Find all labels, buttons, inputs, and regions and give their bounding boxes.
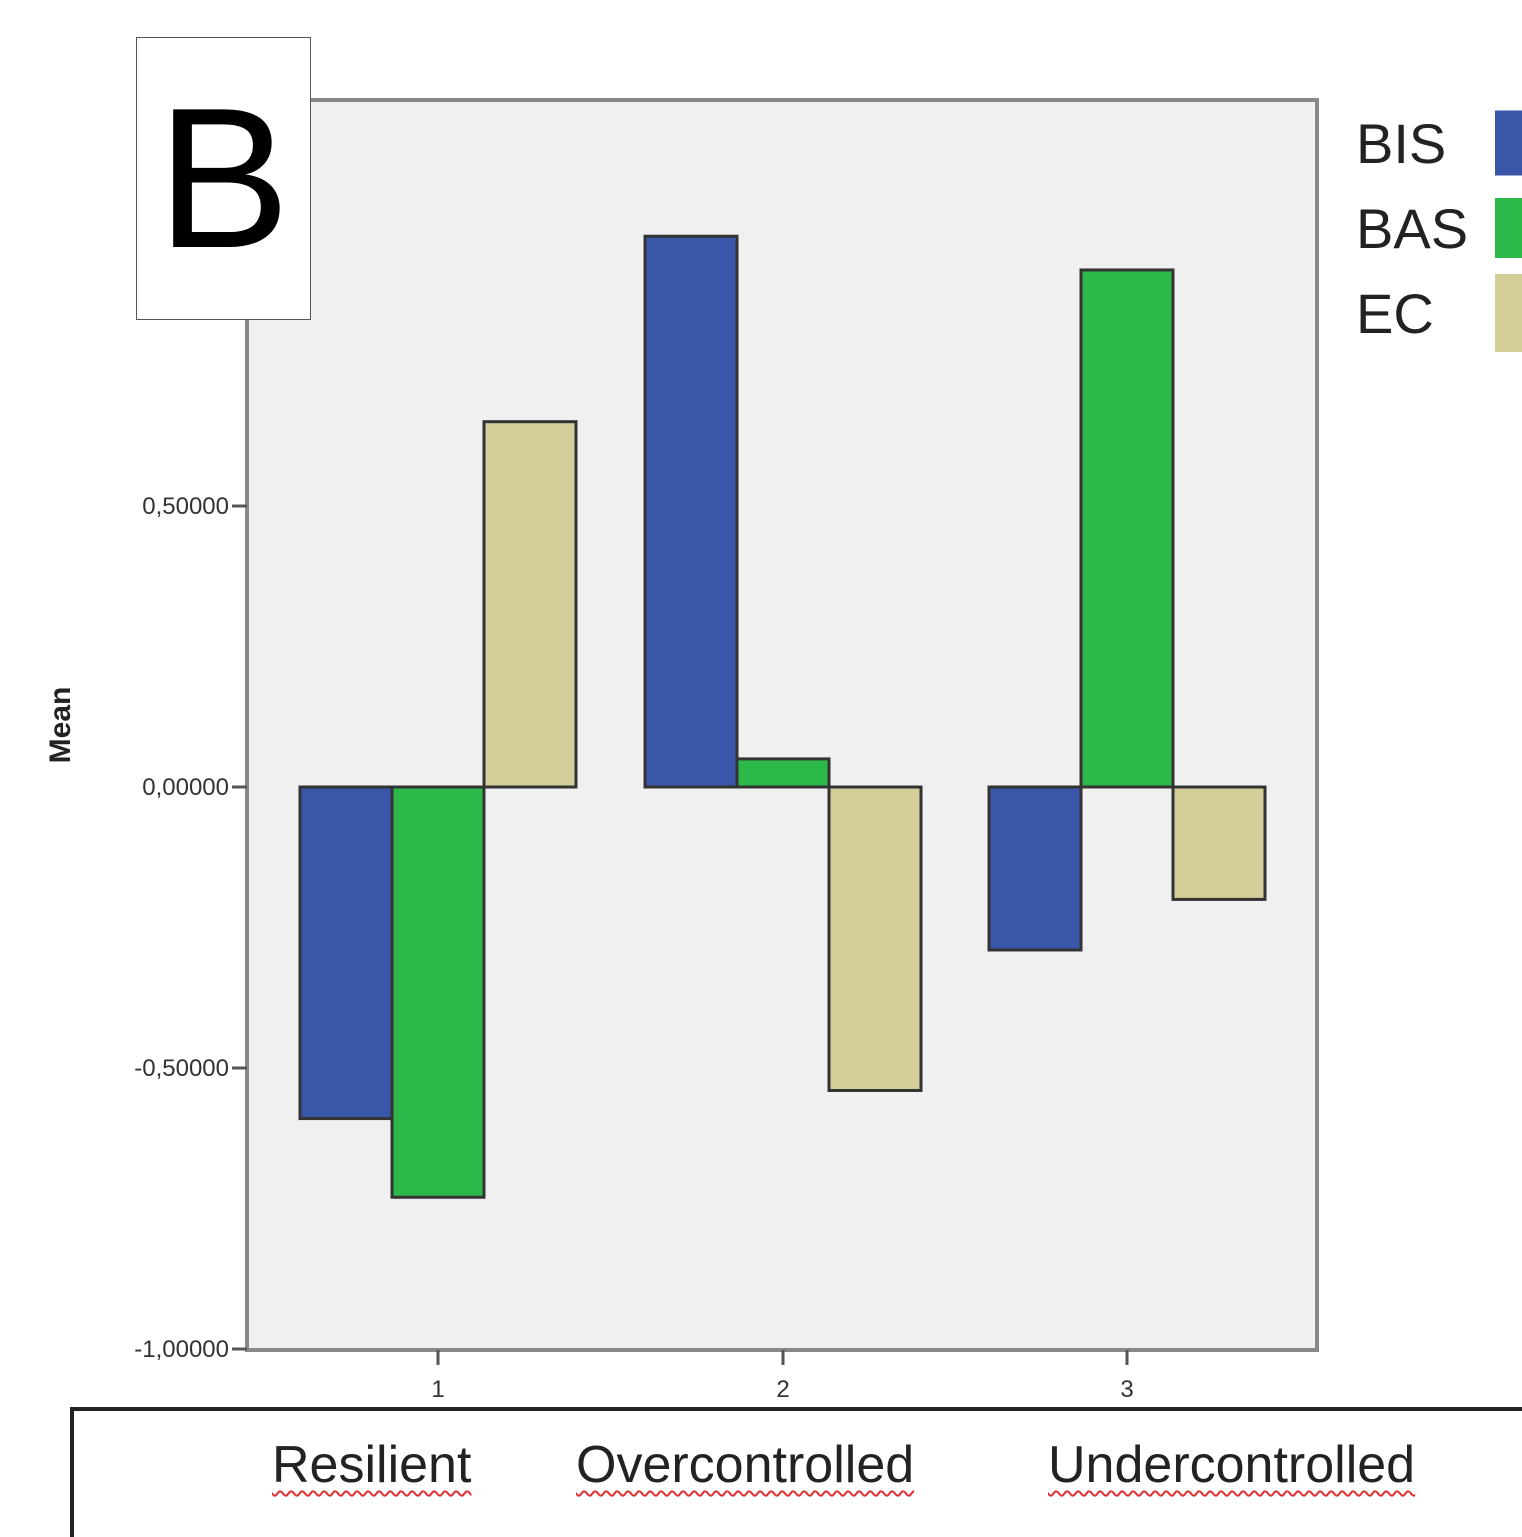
group-name-undercontrolled: Undercontrolled (1048, 1436, 1416, 1494)
y-tick-label: -1,00000 (134, 1336, 229, 1363)
x-tick-label: 3 (1120, 1376, 1133, 1403)
legend-label-bas: BAS (1356, 197, 1468, 260)
bar-ec-2 (827, 785, 923, 1092)
bar-bis-1 (298, 785, 394, 1121)
legend-label-ec: EC (1356, 282, 1434, 345)
bar-bas-3 (1079, 268, 1175, 789)
legend-swatch-ec (1495, 274, 1522, 352)
bar-ec-3 (1171, 785, 1267, 901)
legend-swatch-bas (1495, 198, 1522, 258)
bar-bis-3 (987, 785, 1083, 952)
bar-bas-2 (735, 757, 831, 789)
legend-swatch-bis (1495, 110, 1522, 176)
x-tick-label: 1 (431, 1376, 444, 1403)
legend: BIS BAS EC (1356, 110, 1522, 352)
y-tick-label: 0,50000 (142, 493, 229, 520)
group-names-box (70, 1407, 1522, 1537)
y-tick-label: -0,50000 (134, 1055, 229, 1082)
bar-ec-1 (482, 420, 578, 789)
bars-layer (298, 234, 1267, 1199)
x-tick-label: 2 (776, 1376, 789, 1403)
bar-bas-1 (390, 785, 486, 1199)
x-axis: 1 2 3 (431, 1350, 1134, 1403)
legend-label-bis: BIS (1356, 112, 1446, 175)
bar-bis-2 (643, 234, 739, 789)
y-tick-label: 0,00000 (142, 774, 229, 801)
group-name-resilient: Resilient (272, 1436, 472, 1494)
group-name-overcontrolled: Overcontrolled (576, 1436, 915, 1494)
panel-label: B (136, 37, 311, 320)
y-axis-label: Mean (44, 687, 77, 764)
